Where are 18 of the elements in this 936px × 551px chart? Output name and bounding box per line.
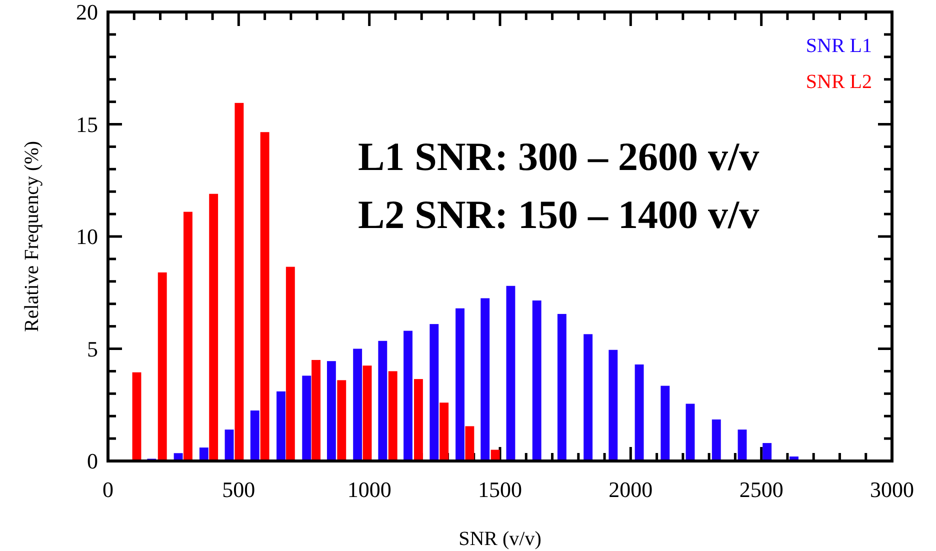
- x-tick-label: 3000: [870, 477, 914, 502]
- y-tick-label: 15: [76, 112, 98, 137]
- x-tick-label: 0: [102, 477, 114, 502]
- annotation: L1 SNR: 300 – 2600 v/v: [358, 134, 760, 179]
- x-tick-label: 2000: [608, 477, 653, 502]
- text: SNR L2: [806, 71, 872, 93]
- annotation: L2 SNR: 150 – 1400 v/v: [358, 192, 760, 237]
- x-tick-label: 2500: [739, 477, 784, 502]
- y-axis-title: Relative Frequency (%): [21, 140, 43, 332]
- text: SNR L1: [806, 35, 872, 57]
- y-tick-label: 0: [87, 448, 98, 474]
- x-tick-label: 1500: [478, 477, 522, 502]
- y-tick-label: 10: [76, 224, 98, 250]
- y-tick-label: 5: [87, 336, 98, 362]
- x-tick-label: 500: [222, 477, 256, 502]
- x-axis-title: SNR (v/v): [458, 528, 542, 550]
- x-tick-label: 1000: [347, 477, 392, 502]
- y-tick-label: 20: [76, 0, 98, 25]
